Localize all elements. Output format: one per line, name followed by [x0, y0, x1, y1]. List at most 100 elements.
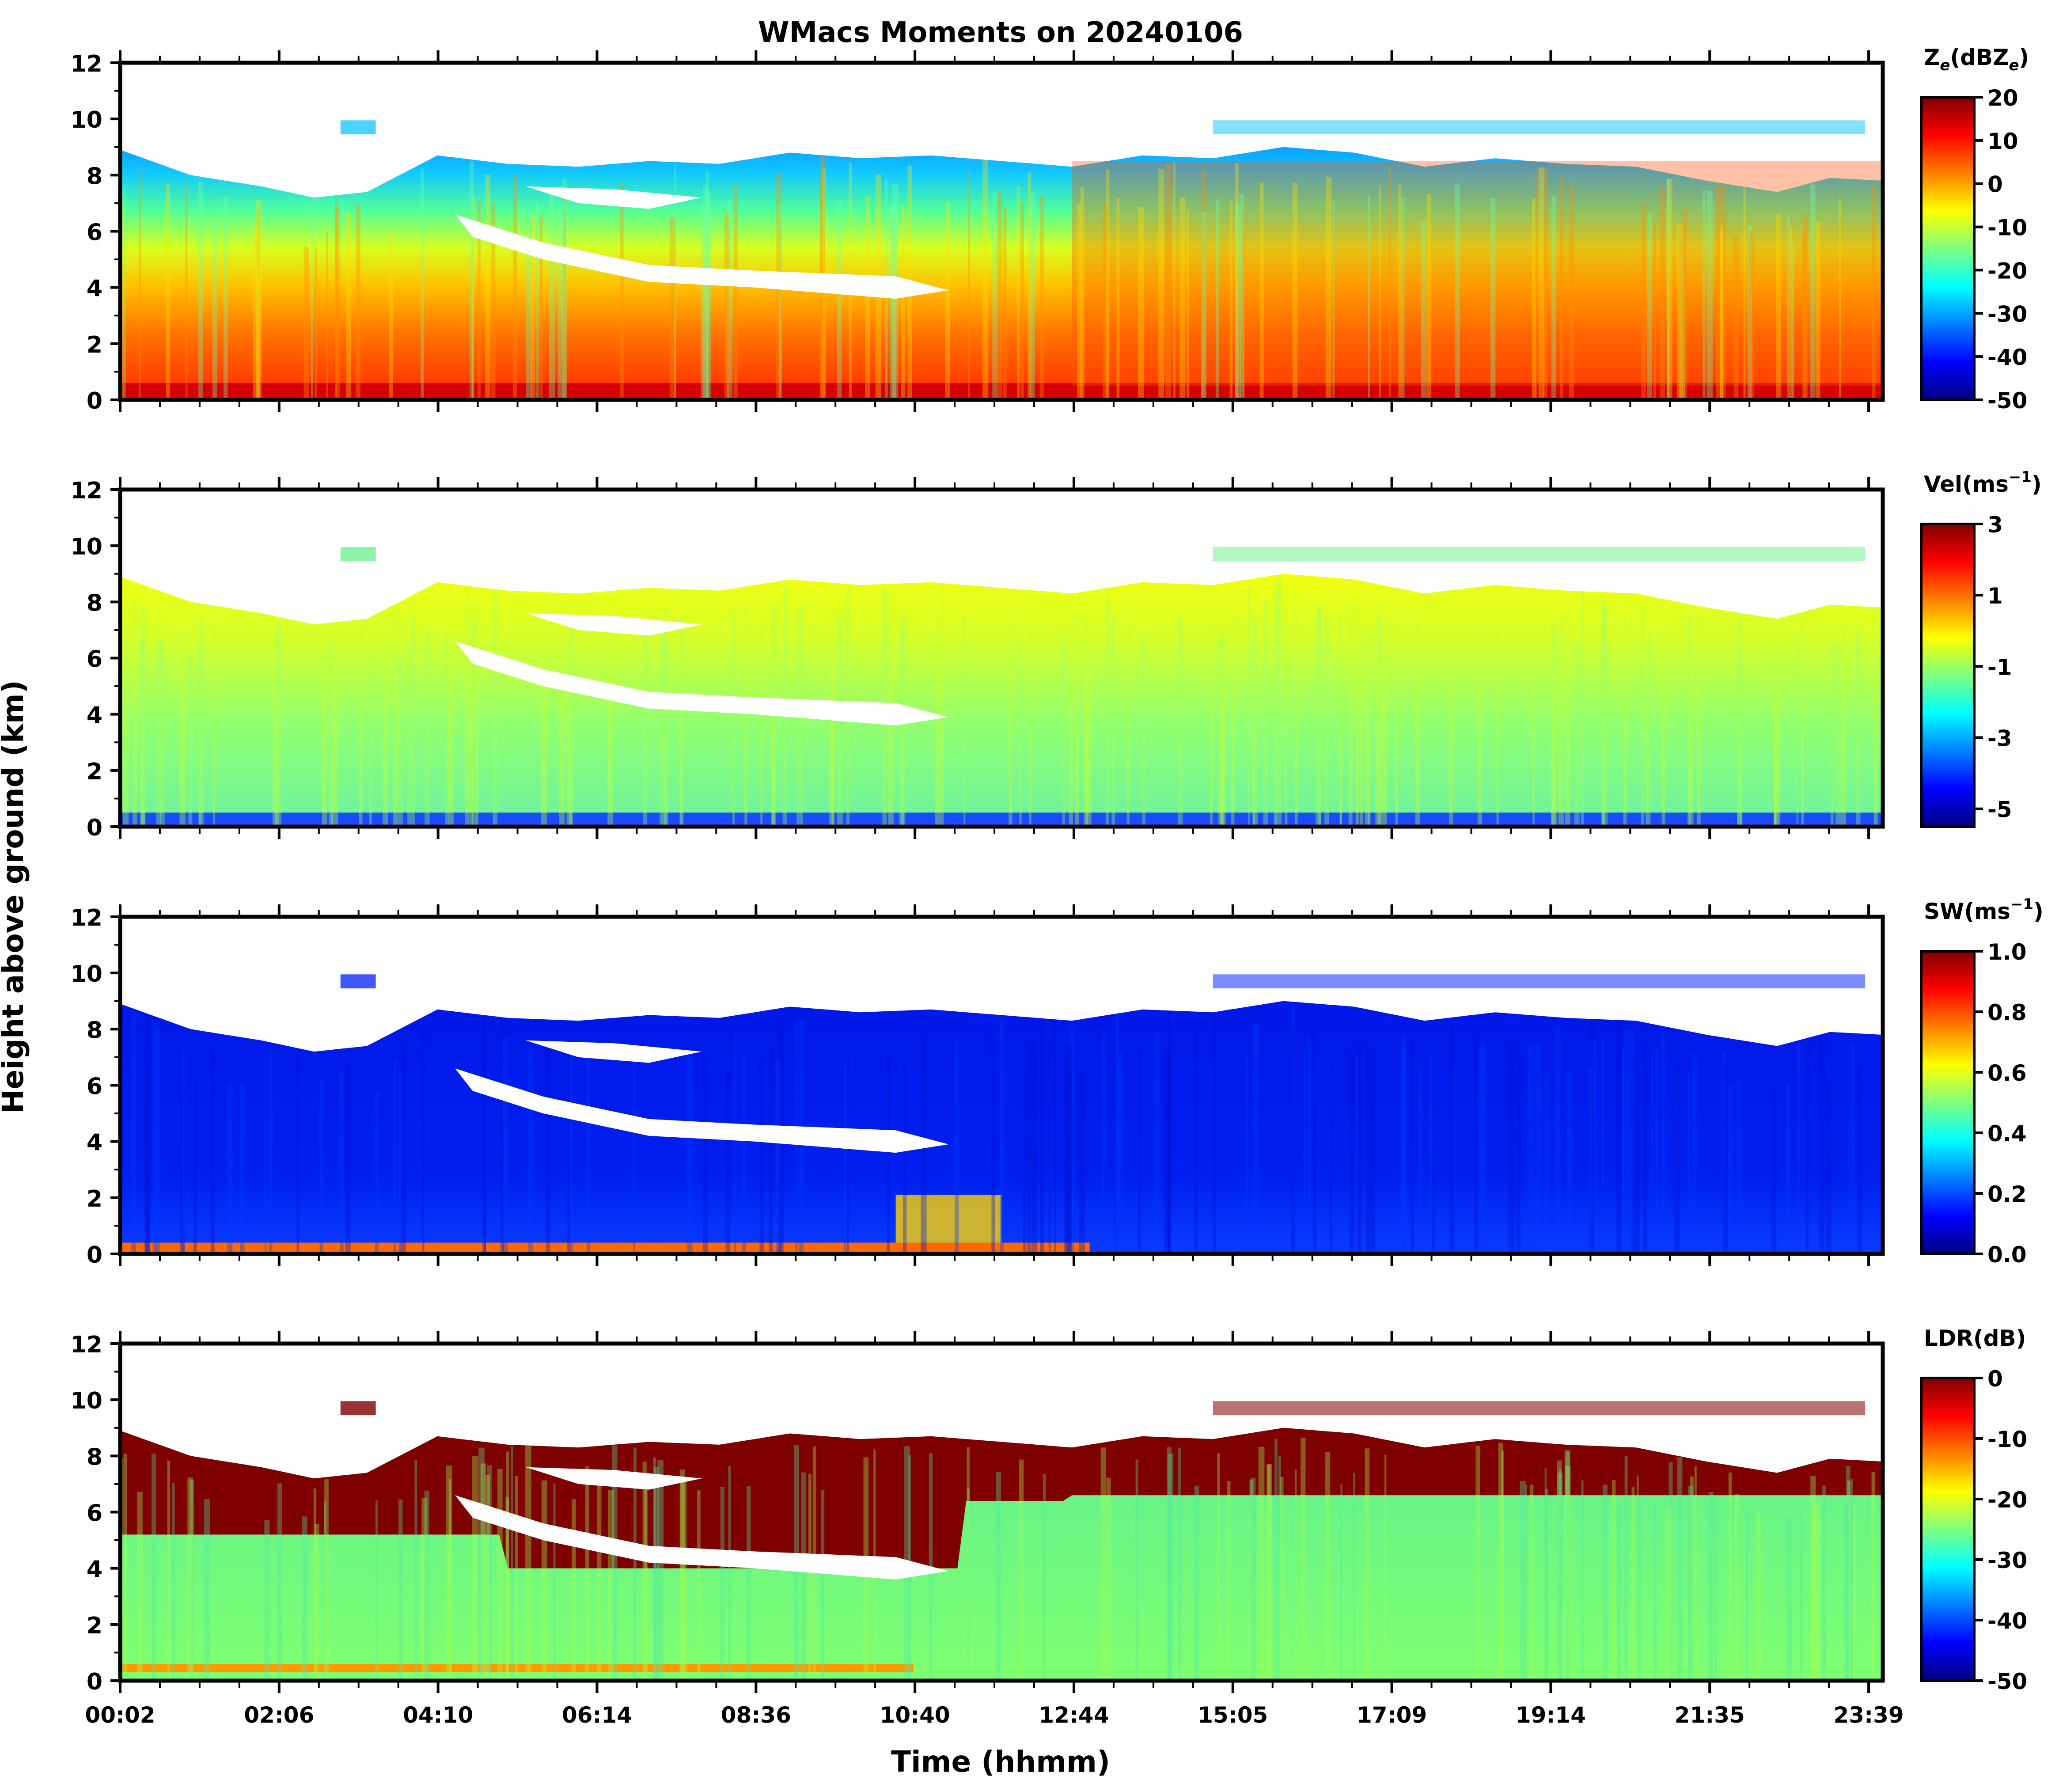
- velocity-streak: [1275, 577, 1282, 827]
- reflectivity-streak: [1259, 182, 1264, 400]
- ldr-y-tick-label: 8: [87, 1444, 102, 1470]
- spectrum_width-streak: [1623, 1031, 1628, 1254]
- velocity-streak: [407, 645, 412, 827]
- x-axis-label: Time (hhmm): [891, 1745, 1110, 1779]
- spectrum_width-streak: [1650, 1053, 1653, 1254]
- ldr-streak: [1557, 1473, 1563, 1681]
- velocity-y-tick-label: 12: [71, 478, 102, 504]
- reflectivity-streak: [837, 201, 842, 400]
- reflectivity-streak: [421, 168, 424, 400]
- velocity-streak: [541, 646, 547, 827]
- reflectivity-streak: [1667, 179, 1672, 400]
- spectrum_width-streak: [1064, 1058, 1069, 1254]
- velocity-streak: [1075, 639, 1079, 827]
- ldr-x-tick-label: 04:10: [403, 1702, 473, 1728]
- velocity-streak: [199, 619, 204, 827]
- reflectivity-streak: [620, 184, 624, 400]
- velocity-streak: [1062, 636, 1065, 827]
- reflectivity-streak: [1559, 177, 1563, 400]
- reflectivity-streak: [198, 182, 203, 400]
- ldr-streak: [485, 1475, 490, 1681]
- reflectivity-streak: [1707, 191, 1713, 400]
- reflectivity-streak: [1379, 186, 1381, 400]
- velocity-streak: [1252, 617, 1258, 827]
- reflectivity-streak: [1720, 225, 1723, 400]
- velocity-streak: [273, 622, 278, 827]
- reflectivity-no-echo-gap-upper: [525, 186, 702, 209]
- ldr-streak: [1800, 1515, 1803, 1681]
- reflectivity-streak: [470, 161, 474, 400]
- ldr-streak: [679, 1469, 685, 1681]
- ldr-streak: [1544, 1467, 1547, 1681]
- velocity-streak: [359, 626, 363, 827]
- reflectivity-streak: [992, 192, 997, 400]
- velocity-streak: [1274, 589, 1277, 827]
- reflectivity-streak: [185, 181, 188, 400]
- spectrum_width-streak: [1691, 1054, 1697, 1254]
- velocity-streak: [569, 627, 573, 827]
- ldr-streak: [277, 1483, 282, 1681]
- spectrum_width-y-tick-label: 6: [87, 1074, 102, 1100]
- ldr-streak: [654, 1467, 660, 1681]
- ldr-x-tick-label: 15:05: [1198, 1702, 1268, 1728]
- reflectivity-streak: [1490, 198, 1496, 400]
- spectrum_width-streak: [1481, 1043, 1486, 1254]
- ldr-streak: [398, 1499, 403, 1681]
- reflectivity-streak: [1201, 212, 1207, 400]
- spectrum_width-streak: [1555, 1027, 1561, 1254]
- spectrum_width-no-echo-gap-upper: [525, 1040, 702, 1063]
- figure-title: WMacs Moments on 20240106: [758, 16, 1243, 49]
- spectrum_width-streak: [502, 1037, 508, 1254]
- velocity-streak: [1581, 593, 1584, 827]
- velocity-streak: [1801, 616, 1804, 827]
- spectrum_width-streak: [759, 1055, 764, 1254]
- ldr-streak: [1167, 1447, 1172, 1681]
- velocity-streak: [1221, 626, 1223, 827]
- ldr-streak: [324, 1479, 329, 1681]
- ldr-streak: [1581, 1480, 1584, 1681]
- reflectivity-streak: [491, 203, 496, 400]
- panel-reflectivity: 0 2 4 6 8 10 12 20 10 0 -10 -20 -30 -40 -50 Ze(dBZe): [71, 45, 2029, 414]
- spectrum_width-streak: [1329, 1055, 1332, 1254]
- velocity-streak: [1220, 625, 1226, 827]
- spectrum_width-streak: [339, 1071, 344, 1254]
- velocity-streak: [1774, 650, 1777, 827]
- spectrum_width-streak: [1212, 1016, 1216, 1254]
- spectrum_width-streak: [153, 1022, 157, 1254]
- ldr-streak: [967, 1447, 970, 1681]
- spectrum_width-streak: [1291, 1005, 1296, 1254]
- spectrum_width-streak: [193, 1075, 197, 1254]
- spectrum_width-streak: [1675, 1069, 1678, 1254]
- velocity-streak: [732, 611, 735, 827]
- velocity-streak: [1830, 643, 1834, 827]
- reflectivity-streak: [1080, 187, 1085, 400]
- reflectivity-streak: [1106, 169, 1110, 400]
- spectrum_width-streak: [1245, 1054, 1248, 1254]
- reflectivity-streak: [1538, 167, 1544, 400]
- ldr-streak: [1520, 1481, 1526, 1681]
- ldr-streak: [187, 1477, 193, 1681]
- velocity-streak: [393, 608, 397, 827]
- ldr-streak: [1714, 1505, 1718, 1681]
- spectrum_width-streak: [546, 1041, 550, 1254]
- velocity-streak: [275, 632, 279, 827]
- reflectivity-streak: [472, 196, 474, 400]
- velocity-streak: [1558, 616, 1564, 827]
- reflectivity-streak: [901, 205, 906, 400]
- spectrum_width-streak: [422, 1030, 425, 1254]
- velocity-y-tick-label: 10: [71, 534, 102, 560]
- ldr-streak: [1258, 1447, 1265, 1681]
- spectrum_width-streak: [1194, 1029, 1198, 1254]
- velocity-streak: [1641, 604, 1644, 827]
- velocity-streak: [1105, 597, 1109, 827]
- reflectivity-streak: [1816, 221, 1820, 400]
- reflectivity-streak: [1802, 228, 1806, 400]
- ldr-streak: [1745, 1512, 1748, 1681]
- spectrum_width-streak: [1588, 1068, 1592, 1254]
- spectrum_width-streak: [1722, 1051, 1727, 1254]
- spectrum_width-y-tick-label: 12: [71, 905, 102, 931]
- reflectivity-streak: [1426, 194, 1432, 400]
- reflectivity-streak: [526, 210, 532, 400]
- spectrum_width-streak: [991, 1034, 995, 1254]
- ldr-streak: [375, 1500, 378, 1681]
